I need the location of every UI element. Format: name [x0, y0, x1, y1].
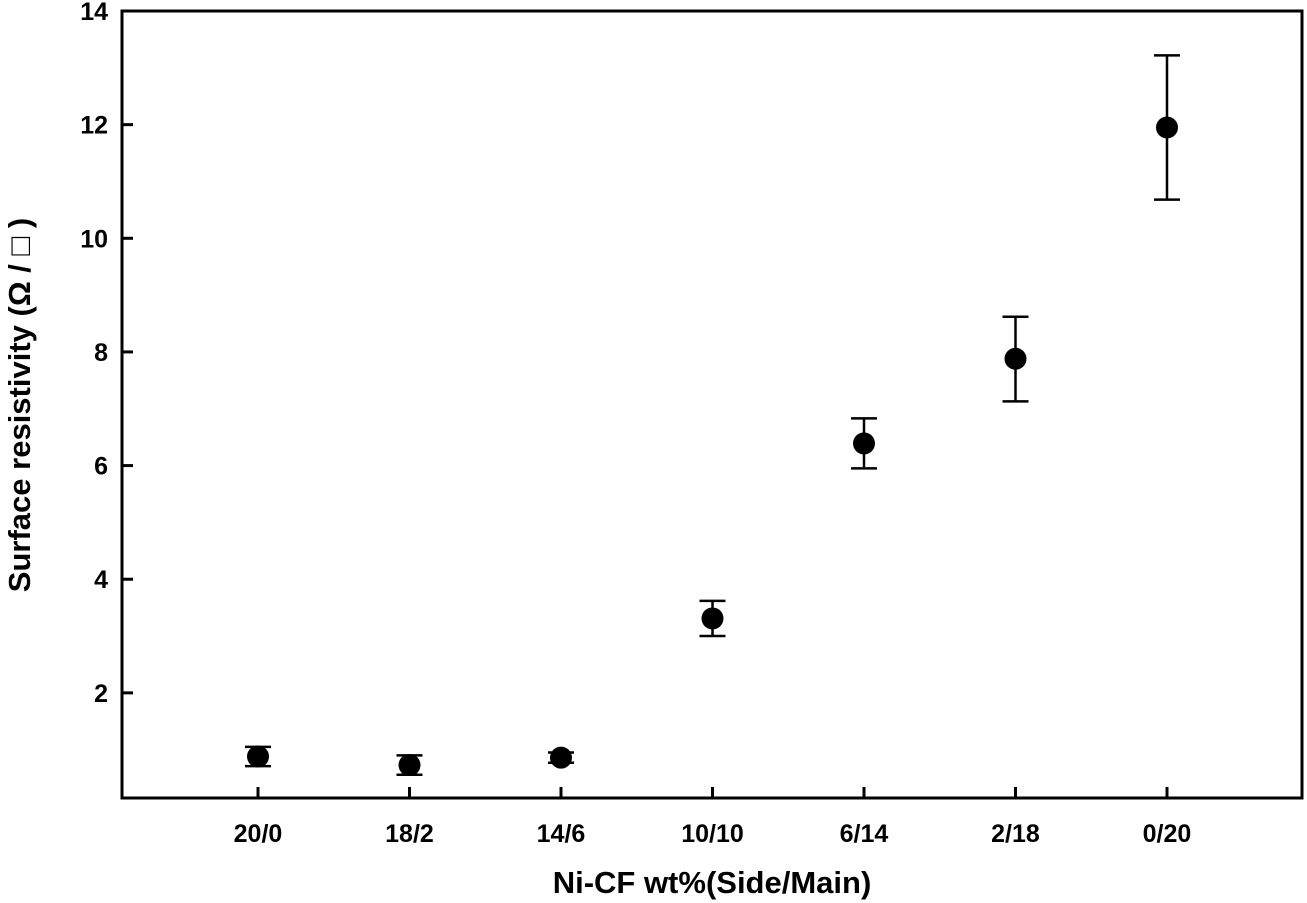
data-point-marker: [550, 746, 572, 769]
data-point-marker: [247, 745, 269, 768]
x-tick-label: 6/14: [840, 820, 889, 848]
data-point-marker: [701, 607, 724, 630]
data-point-20-0: [245, 745, 271, 768]
x-axis: 20/0 18/2 14/6 10/10 6/14 2/18 0/20: [234, 787, 1192, 848]
y-tick-label: 14: [80, 0, 108, 26]
data-point-2-18: [1002, 315, 1029, 403]
plot-frame: [120, 9, 1304, 800]
data-point-marker: [1004, 347, 1027, 370]
x-axis-label: Ni-CF wt%(Side/Main): [553, 865, 872, 900]
x-tick-label: 14/6: [537, 820, 586, 848]
x-tick-label: 10/10: [681, 820, 744, 848]
x-tick-label: 2/18: [991, 820, 1040, 848]
data-point-14-6: [548, 746, 574, 769]
data-point-6-14: [851, 417, 877, 470]
y-tick-label: 10: [80, 225, 108, 253]
data-point-marker: [853, 432, 875, 455]
y-tick-label: 4: [94, 566, 108, 594]
x-tick-label: 0/20: [1143, 820, 1192, 848]
y-axis: 2 4 6 8 10 12 14: [80, 0, 133, 708]
data-series: [245, 54, 1180, 777]
data-point-marker: [398, 754, 421, 777]
data-point-0-20: [1154, 54, 1180, 201]
data-point-18-2: [396, 754, 423, 777]
y-tick-label: 2: [94, 680, 108, 708]
x-tick-label: 20/0: [234, 820, 283, 848]
y-axis-label: Surface resistivity (Ω / □ ): [2, 218, 37, 592]
x-tick-label: 18/2: [385, 820, 434, 848]
y-tick-label: 8: [94, 339, 108, 367]
y-tick-label: 12: [80, 112, 108, 140]
data-point-marker: [1156, 116, 1178, 139]
y-tick-label: 6: [94, 453, 108, 481]
data-point-10-10: [699, 599, 726, 638]
